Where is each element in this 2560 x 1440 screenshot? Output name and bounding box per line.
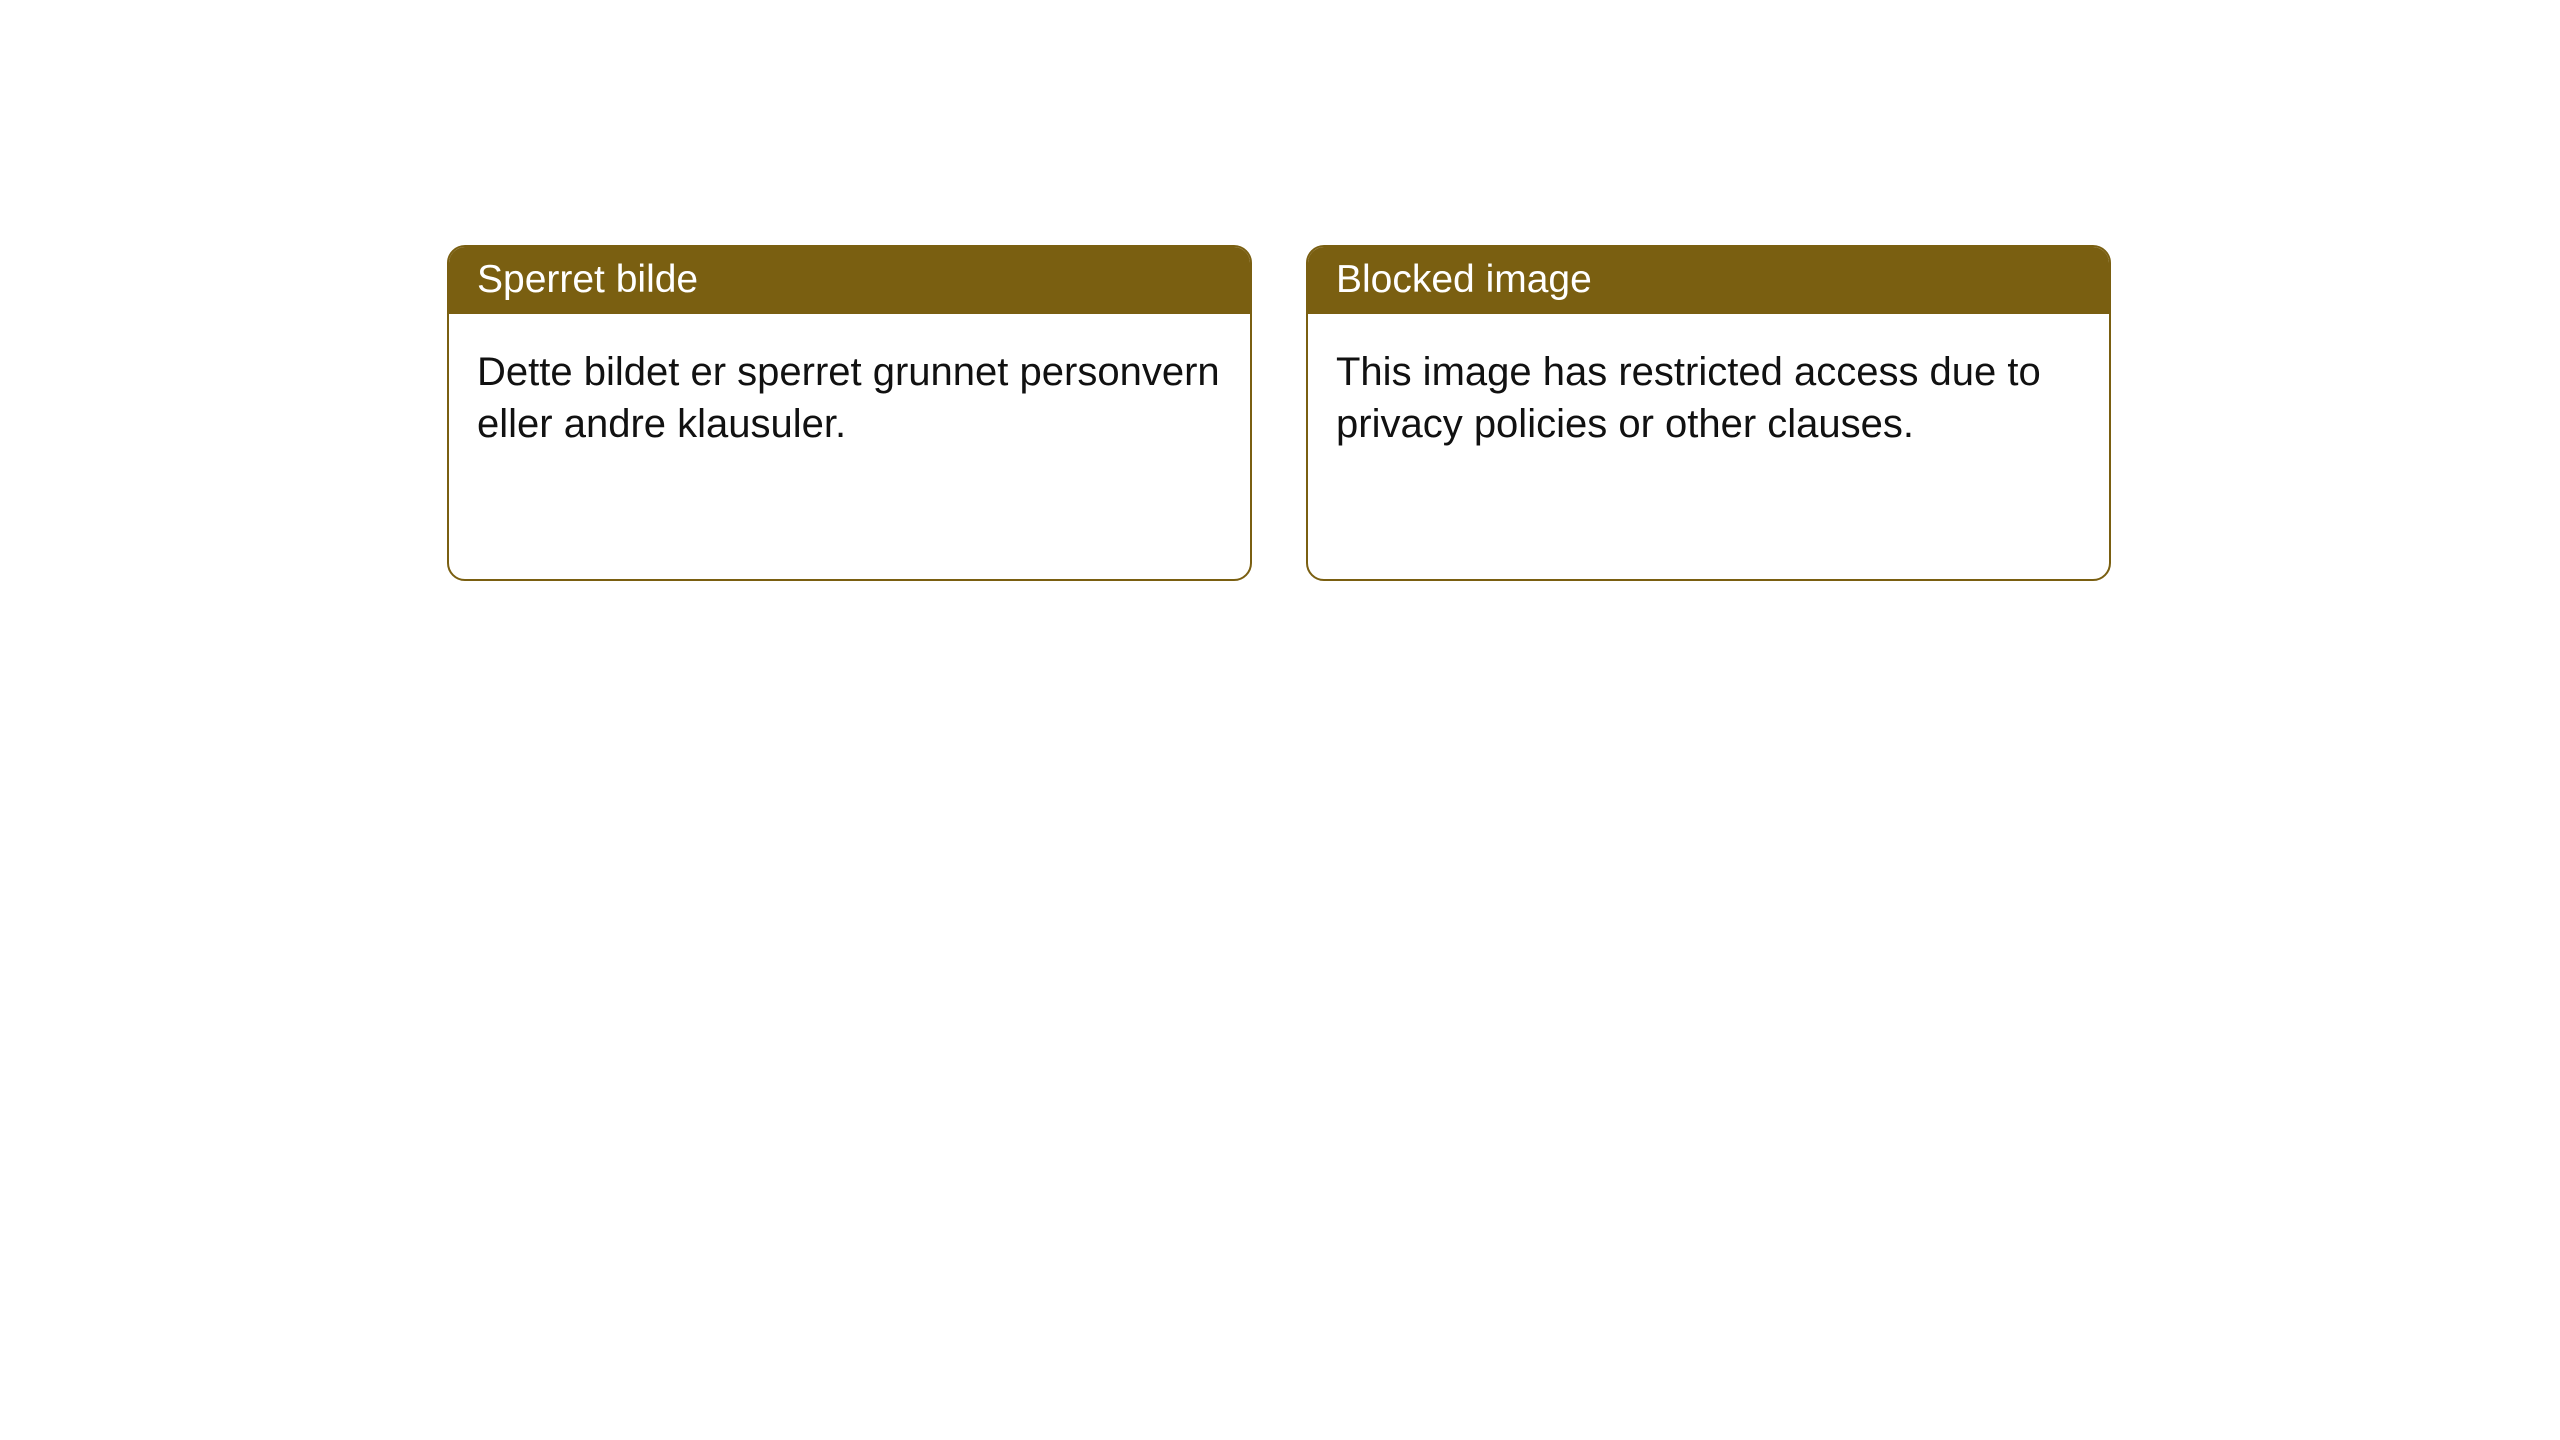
notice-card-english: Blocked image This image has restricted … bbox=[1306, 245, 2111, 581]
notice-text: This image has restricted access due to … bbox=[1336, 350, 2041, 446]
notice-card-norwegian: Sperret bilde Dette bildet er sperret gr… bbox=[447, 245, 1252, 581]
notice-title: Sperret bilde bbox=[477, 258, 698, 301]
notice-body-norwegian: Dette bildet er sperret grunnet personve… bbox=[449, 314, 1250, 579]
notice-container: Sperret bilde Dette bildet er sperret gr… bbox=[447, 245, 2111, 581]
notice-header-english: Blocked image bbox=[1308, 247, 2109, 314]
notice-header-norwegian: Sperret bilde bbox=[449, 247, 1250, 314]
notice-body-english: This image has restricted access due to … bbox=[1308, 314, 2109, 579]
notice-title: Blocked image bbox=[1336, 258, 1592, 301]
notice-text: Dette bildet er sperret grunnet personve… bbox=[477, 350, 1220, 446]
